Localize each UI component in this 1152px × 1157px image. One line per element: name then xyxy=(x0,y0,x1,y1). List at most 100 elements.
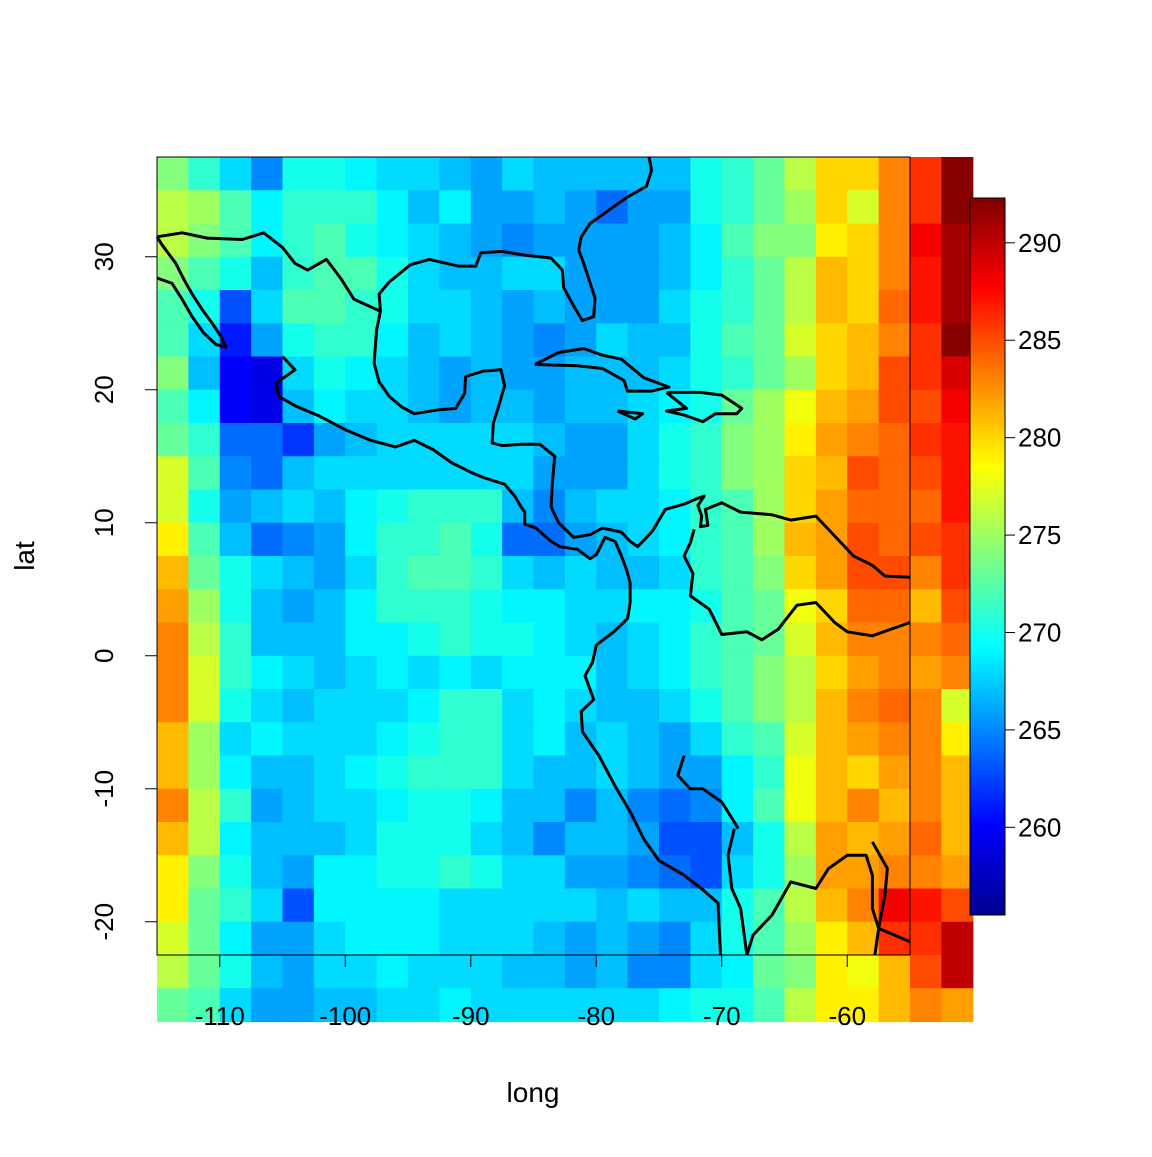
heatmap-cell xyxy=(376,423,409,457)
heatmap-cell xyxy=(847,489,880,524)
heatmap-cell xyxy=(282,988,315,1023)
heatmap-cell xyxy=(408,755,440,790)
y-axis-label: lat xyxy=(9,541,40,571)
heatmap-cell xyxy=(251,988,284,1023)
heatmap-cell xyxy=(910,556,942,590)
heatmap-cell xyxy=(408,622,440,657)
heatmap-cell xyxy=(753,822,786,856)
heatmap-cell xyxy=(408,955,440,989)
heatmap-cell xyxy=(721,423,754,457)
heatmap-cell xyxy=(753,689,786,723)
heatmap-cell xyxy=(157,323,189,358)
coastline xyxy=(577,156,653,251)
heatmap-cell xyxy=(251,423,284,457)
heatmap-cell xyxy=(627,157,660,191)
heatmap-cell xyxy=(345,988,378,1023)
heatmap-cell xyxy=(878,988,911,1023)
heatmap-cell xyxy=(596,822,629,856)
heatmap-cell xyxy=(627,855,660,890)
heatmap-cell xyxy=(345,755,378,790)
x-tick-label: -70 xyxy=(703,1001,741,1031)
heatmap-cell xyxy=(188,157,221,191)
heatmap-cell xyxy=(910,689,942,723)
heatmap-cell xyxy=(721,223,754,258)
heatmap-cell xyxy=(345,622,378,657)
heatmap-cell xyxy=(596,223,629,258)
heatmap-cell xyxy=(313,655,346,690)
heatmap-cell xyxy=(157,622,189,657)
heatmap-cell xyxy=(878,689,911,723)
heatmap-cell xyxy=(847,855,880,890)
heatmap-cell xyxy=(376,722,409,757)
coastline xyxy=(274,355,722,956)
heatmap-cell xyxy=(376,988,409,1023)
heatmap-cell xyxy=(188,622,221,657)
heatmap-cell xyxy=(596,888,629,923)
heatmap-cell xyxy=(439,788,472,823)
heatmap-cell xyxy=(596,389,629,424)
heatmap-cell xyxy=(847,988,880,1023)
heatmap-cell xyxy=(690,423,723,457)
coastline-map xyxy=(155,156,911,956)
heatmap-cell xyxy=(721,755,754,790)
heatmap-cell xyxy=(219,988,252,1023)
heatmap-cell xyxy=(784,456,817,491)
heatmap-cell xyxy=(345,256,378,291)
heatmap-cell xyxy=(815,888,848,923)
heatmap-cell xyxy=(784,556,817,590)
heatmap-cell xyxy=(157,190,189,225)
heatmap-cell xyxy=(784,389,817,424)
heatmap-cell xyxy=(376,323,409,358)
heatmap-cell xyxy=(157,356,189,391)
heatmap-cell xyxy=(219,622,252,657)
heatmap-cell xyxy=(439,655,472,690)
heatmap-cell xyxy=(941,290,974,324)
heatmap-cell xyxy=(910,722,942,757)
heatmap-cell xyxy=(627,622,660,657)
heatmap-cell xyxy=(627,223,660,258)
heatmap-cell xyxy=(408,323,440,358)
heatmap-cell xyxy=(219,855,252,890)
heatmap-cell xyxy=(533,157,566,191)
heatmap-cell xyxy=(784,423,817,457)
heatmap-cell xyxy=(910,822,942,856)
heatmap-cell xyxy=(564,955,597,989)
heatmap-cell xyxy=(376,788,409,823)
heatmap-cell xyxy=(847,788,880,823)
heatmap-cell xyxy=(721,788,754,823)
heatmap-cell xyxy=(408,389,440,424)
heatmap-cell xyxy=(878,389,911,424)
heatmap-cell xyxy=(408,722,440,757)
heatmap-cell xyxy=(439,689,472,723)
heatmap-cell xyxy=(847,190,880,225)
heatmap-cell xyxy=(282,323,315,358)
heatmap-cell xyxy=(721,855,754,890)
heatmap-cell xyxy=(502,888,535,923)
heatmap-cell xyxy=(910,356,942,391)
heatmap-cell xyxy=(188,722,221,757)
heatmap-cell xyxy=(564,855,597,890)
heatmap-cell xyxy=(219,689,252,723)
heatmap-cell xyxy=(439,888,472,923)
heatmap-cell xyxy=(439,456,472,491)
heatmap-cell xyxy=(815,855,848,890)
heatmap-cell xyxy=(376,556,409,590)
heatmap-cell xyxy=(533,822,566,856)
heatmap-cell xyxy=(188,489,221,524)
heatmap-cell xyxy=(533,456,566,491)
heatmap-cell xyxy=(784,157,817,191)
heatmap-cell xyxy=(784,689,817,723)
heatmap-cell xyxy=(878,655,911,690)
heatmap-cell xyxy=(251,522,284,557)
heatmap-cell xyxy=(721,722,754,757)
heatmap-cell xyxy=(941,921,974,956)
heatmap-cell xyxy=(847,722,880,757)
heatmap-cell xyxy=(219,256,252,291)
heatmap-cell xyxy=(721,988,754,1023)
heatmap-cell xyxy=(721,689,754,723)
heatmap-cell xyxy=(847,456,880,491)
heatmap-cell xyxy=(564,888,597,923)
heatmap-cell xyxy=(847,955,880,989)
heatmap-cell xyxy=(439,223,472,258)
